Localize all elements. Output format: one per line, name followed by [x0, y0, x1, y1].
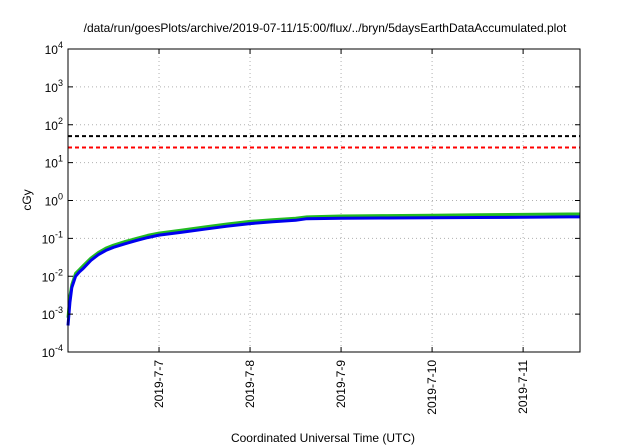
grid [68, 49, 580, 352]
y-tick-label: 103 [45, 78, 63, 95]
y-tick-label: 10-1 [42, 229, 63, 246]
x-tick-label: 2019-7-10 [425, 360, 439, 415]
y-tick-label: 10-4 [42, 343, 63, 360]
y-tick-label: 101 [45, 154, 63, 171]
y-tick-label: 100 [45, 192, 63, 209]
x-axis-ticks: 2019-7-7 2019-7-8 2019-7-9 2019-7-10 2019-7-… [152, 49, 530, 415]
x-tick-label: 2019-7-11 [516, 360, 530, 414]
y-tick-label: 10-2 [42, 267, 63, 284]
chart-title: /data/run/goesPlots/archive/2019-07-11/1… [84, 21, 567, 35]
series-group [66, 212, 580, 326]
y-tick-label: 104 [45, 40, 63, 57]
y-axis-label: cGy [20, 189, 34, 210]
x-tick-label: 2019-7-9 [334, 360, 348, 408]
y-tick-label: 102 [45, 116, 63, 133]
series-line-1 [66, 212, 580, 318]
y-tick-label: 10-3 [42, 305, 63, 322]
y-axis-ticks: 10-4 10-3 10-2 10-1 100 101 102 103 104 [42, 40, 580, 360]
x-axis-label: Coordinated Universal Time (UTC) [231, 431, 415, 445]
x-tick-label: 2019-7-8 [243, 360, 257, 408]
reference-lines [68, 135, 580, 149]
x-tick-label: 2019-7-7 [152, 360, 166, 408]
series-line-2 [66, 215, 580, 326]
